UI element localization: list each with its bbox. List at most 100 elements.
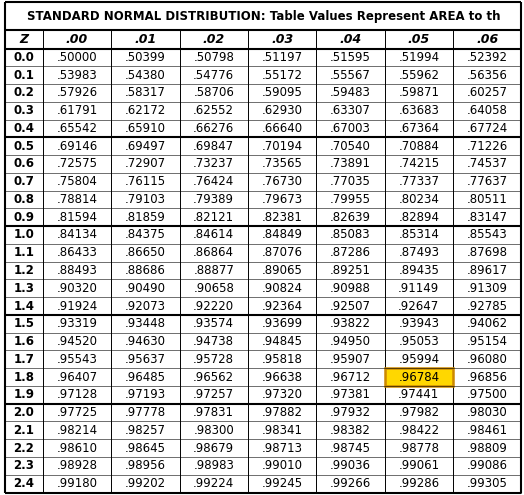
Text: .98422: .98422 — [398, 424, 440, 437]
Text: .91149: .91149 — [398, 282, 440, 295]
Text: .93574: .93574 — [193, 317, 234, 330]
Text: .77337: .77337 — [398, 175, 439, 188]
Text: .93319: .93319 — [57, 317, 97, 330]
Text: .99245: .99245 — [261, 477, 303, 490]
Text: .63307: .63307 — [330, 104, 371, 117]
Text: .97725: .97725 — [57, 406, 97, 419]
Text: .82894: .82894 — [398, 211, 439, 224]
Text: .97982: .97982 — [398, 406, 440, 419]
Text: .91309: .91309 — [467, 282, 508, 295]
Text: 1.3: 1.3 — [14, 282, 35, 295]
Text: .62552: .62552 — [193, 104, 234, 117]
Text: .99305: .99305 — [467, 477, 508, 490]
Text: .65910: .65910 — [125, 122, 166, 135]
Text: .98745: .98745 — [330, 442, 371, 454]
Text: .86433: .86433 — [57, 246, 97, 259]
Text: .05: .05 — [408, 33, 430, 46]
Text: .70540: .70540 — [330, 140, 371, 152]
Text: .04: .04 — [340, 33, 362, 46]
Text: .90490: .90490 — [125, 282, 166, 295]
Text: 0.3: 0.3 — [14, 104, 35, 117]
Text: .54776: .54776 — [193, 69, 234, 82]
Text: .70194: .70194 — [261, 140, 303, 152]
Text: .73565: .73565 — [261, 157, 302, 170]
Text: .63683: .63683 — [398, 104, 439, 117]
Text: .89435: .89435 — [398, 264, 439, 277]
Text: .97381: .97381 — [330, 389, 371, 401]
Text: .86650: .86650 — [125, 246, 166, 259]
Text: .98382: .98382 — [330, 424, 371, 437]
Text: .97193: .97193 — [125, 389, 166, 401]
Text: .98341: .98341 — [261, 424, 302, 437]
Text: 1.1: 1.1 — [14, 246, 35, 259]
Text: .95637: .95637 — [125, 353, 166, 366]
Text: 2.0: 2.0 — [14, 406, 35, 419]
Text: .99202: .99202 — [125, 477, 166, 490]
Text: .79955: .79955 — [330, 193, 371, 206]
Text: .88877: .88877 — [193, 264, 234, 277]
Text: .96080: .96080 — [467, 353, 508, 366]
Text: .93822: .93822 — [330, 317, 371, 330]
Text: .53983: .53983 — [57, 69, 97, 82]
Text: .95543: .95543 — [57, 353, 97, 366]
Text: .81594: .81594 — [57, 211, 97, 224]
Text: .69146: .69146 — [57, 140, 97, 152]
Text: 1.6: 1.6 — [14, 335, 35, 348]
Text: 0.2: 0.2 — [14, 87, 35, 99]
Text: .85314: .85314 — [398, 229, 439, 242]
Text: .82121: .82121 — [193, 211, 234, 224]
Text: 2.3: 2.3 — [14, 459, 35, 472]
Text: 1.0: 1.0 — [14, 229, 35, 242]
Text: .94738: .94738 — [193, 335, 234, 348]
Text: .94520: .94520 — [57, 335, 97, 348]
Text: .96485: .96485 — [125, 371, 166, 384]
Text: .88686: .88686 — [125, 264, 166, 277]
Text: .80234: .80234 — [398, 193, 439, 206]
Text: 1.8: 1.8 — [14, 371, 35, 384]
Text: .97257: .97257 — [193, 389, 234, 401]
Text: .98461: .98461 — [467, 424, 508, 437]
Text: .91924: .91924 — [57, 299, 97, 312]
Text: 0.4: 0.4 — [14, 122, 35, 135]
Text: .93699: .93699 — [261, 317, 303, 330]
Text: .97882: .97882 — [261, 406, 302, 419]
Text: .98956: .98956 — [125, 459, 166, 472]
Text: .64058: .64058 — [467, 104, 508, 117]
Text: .50399: .50399 — [125, 51, 166, 64]
Text: 0.5: 0.5 — [14, 140, 35, 152]
Text: .56356: .56356 — [467, 69, 508, 82]
Text: .87493: .87493 — [398, 246, 439, 259]
Text: .59095: .59095 — [261, 87, 302, 99]
Text: .96638: .96638 — [261, 371, 302, 384]
Text: .90824: .90824 — [261, 282, 302, 295]
Text: .93943: .93943 — [398, 317, 439, 330]
Text: .90320: .90320 — [57, 282, 97, 295]
Text: .98610: .98610 — [57, 442, 97, 454]
Text: .95728: .95728 — [193, 353, 234, 366]
Text: 1.2: 1.2 — [14, 264, 35, 277]
Text: .50000: .50000 — [57, 51, 97, 64]
Text: .84849: .84849 — [261, 229, 302, 242]
Text: 0.0: 0.0 — [14, 51, 35, 64]
Text: 0.8: 0.8 — [14, 193, 35, 206]
Text: .99180: .99180 — [57, 477, 97, 490]
Text: .69497: .69497 — [125, 140, 166, 152]
Text: 0.7: 0.7 — [14, 175, 35, 188]
Text: .92073: .92073 — [125, 299, 166, 312]
Text: 0.1: 0.1 — [14, 69, 35, 82]
Text: .98300: .98300 — [193, 424, 234, 437]
Text: 2.4: 2.4 — [14, 477, 35, 490]
Text: .93448: .93448 — [125, 317, 166, 330]
Text: .99286: .99286 — [398, 477, 440, 490]
Text: .96856: .96856 — [467, 371, 508, 384]
Text: .66276: .66276 — [193, 122, 234, 135]
Text: .97320: .97320 — [261, 389, 302, 401]
Text: .59871: .59871 — [398, 87, 439, 99]
Text: .70884: .70884 — [398, 140, 439, 152]
Text: .87286: .87286 — [330, 246, 371, 259]
Text: .95994: .95994 — [398, 353, 440, 366]
Text: .98778: .98778 — [398, 442, 439, 454]
Text: .97932: .97932 — [330, 406, 371, 419]
Text: .95053: .95053 — [398, 335, 439, 348]
Text: .52392: .52392 — [467, 51, 508, 64]
